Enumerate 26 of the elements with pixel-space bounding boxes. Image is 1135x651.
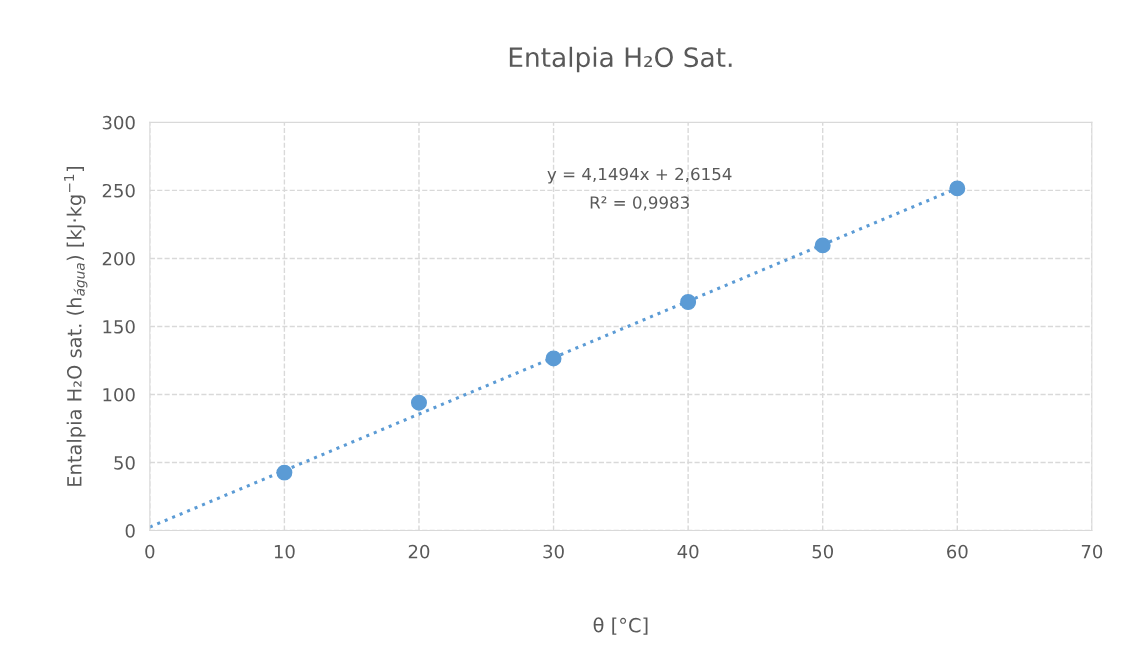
x-tick-label: 0 — [145, 544, 155, 559]
y-tick-label: 150 — [103, 319, 135, 334]
y-axis-title: Entalpia H₂O sat. (h$_{água}$) [kJ·kg$^{−1}$] — [64, 167, 88, 486]
x-tick-label: 20 — [408, 544, 430, 559]
point — [276, 464, 293, 481]
y-tick-label: 50 — [114, 455, 135, 470]
y-tick-label: 0 — [125, 524, 135, 538]
x-axis-title: θ [°C] — [593, 617, 648, 635]
x-tick-label: 50 — [812, 544, 833, 559]
point — [814, 237, 831, 254]
y-tick-label: 300 — [102, 115, 135, 130]
annotation: R² = 0,9983 — [590, 196, 689, 211]
x-tick-label: 70 — [1081, 544, 1103, 559]
x-tick-label: 10 — [274, 544, 295, 559]
x-tick-label: 60 — [947, 544, 968, 559]
point — [410, 394, 427, 411]
x-tick-label: 30 — [543, 544, 564, 559]
y-tick-label: 250 — [102, 183, 135, 198]
point — [545, 350, 562, 367]
point — [949, 180, 966, 197]
x-tick-label: 40 — [677, 544, 699, 559]
y-tick-label: 100 — [103, 387, 135, 402]
annotation: y = 4,1494x + 2,6154 — [547, 167, 732, 184]
chart-title: Entalpia H₂O Sat. — [509, 46, 732, 73]
y-tick-label: 200 — [102, 251, 135, 266]
point — [680, 294, 697, 310]
